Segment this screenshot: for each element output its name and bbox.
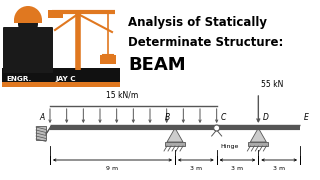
Polygon shape [167,128,183,142]
Text: 3 m: 3 m [273,166,285,171]
Bar [48,10,63,18]
Text: 55 kN: 55 kN [261,80,284,89]
Circle shape [214,125,220,131]
Bar [2,68,120,86]
Bar [165,142,185,146]
Text: 3 m: 3 m [190,166,202,171]
Bar [14,19,42,22]
Text: BEAM: BEAM [128,56,186,74]
Bar [100,55,116,64]
Text: B: B [165,113,170,122]
Polygon shape [250,128,266,142]
Text: C: C [221,113,226,122]
Bar [2,82,120,87]
Text: Analysis of Statically: Analysis of Statically [128,16,267,29]
Text: 15 kN/m: 15 kN/m [106,91,138,100]
Text: Hinge: Hinge [221,144,239,149]
Text: 3 m: 3 m [231,166,244,171]
Text: E: E [304,113,309,122]
Text: JAY C: JAY C [55,76,76,82]
Text: 9 m: 9 m [107,166,119,171]
FancyBboxPatch shape [3,27,53,73]
Bar [36,126,46,140]
Wedge shape [14,6,42,20]
Text: ENGR.: ENGR. [6,76,31,82]
Text: A: A [40,113,45,122]
Text: D: D [262,113,268,122]
Circle shape [18,14,38,34]
Text: Determinate Structure:: Determinate Structure: [128,36,284,49]
Bar [248,142,268,146]
